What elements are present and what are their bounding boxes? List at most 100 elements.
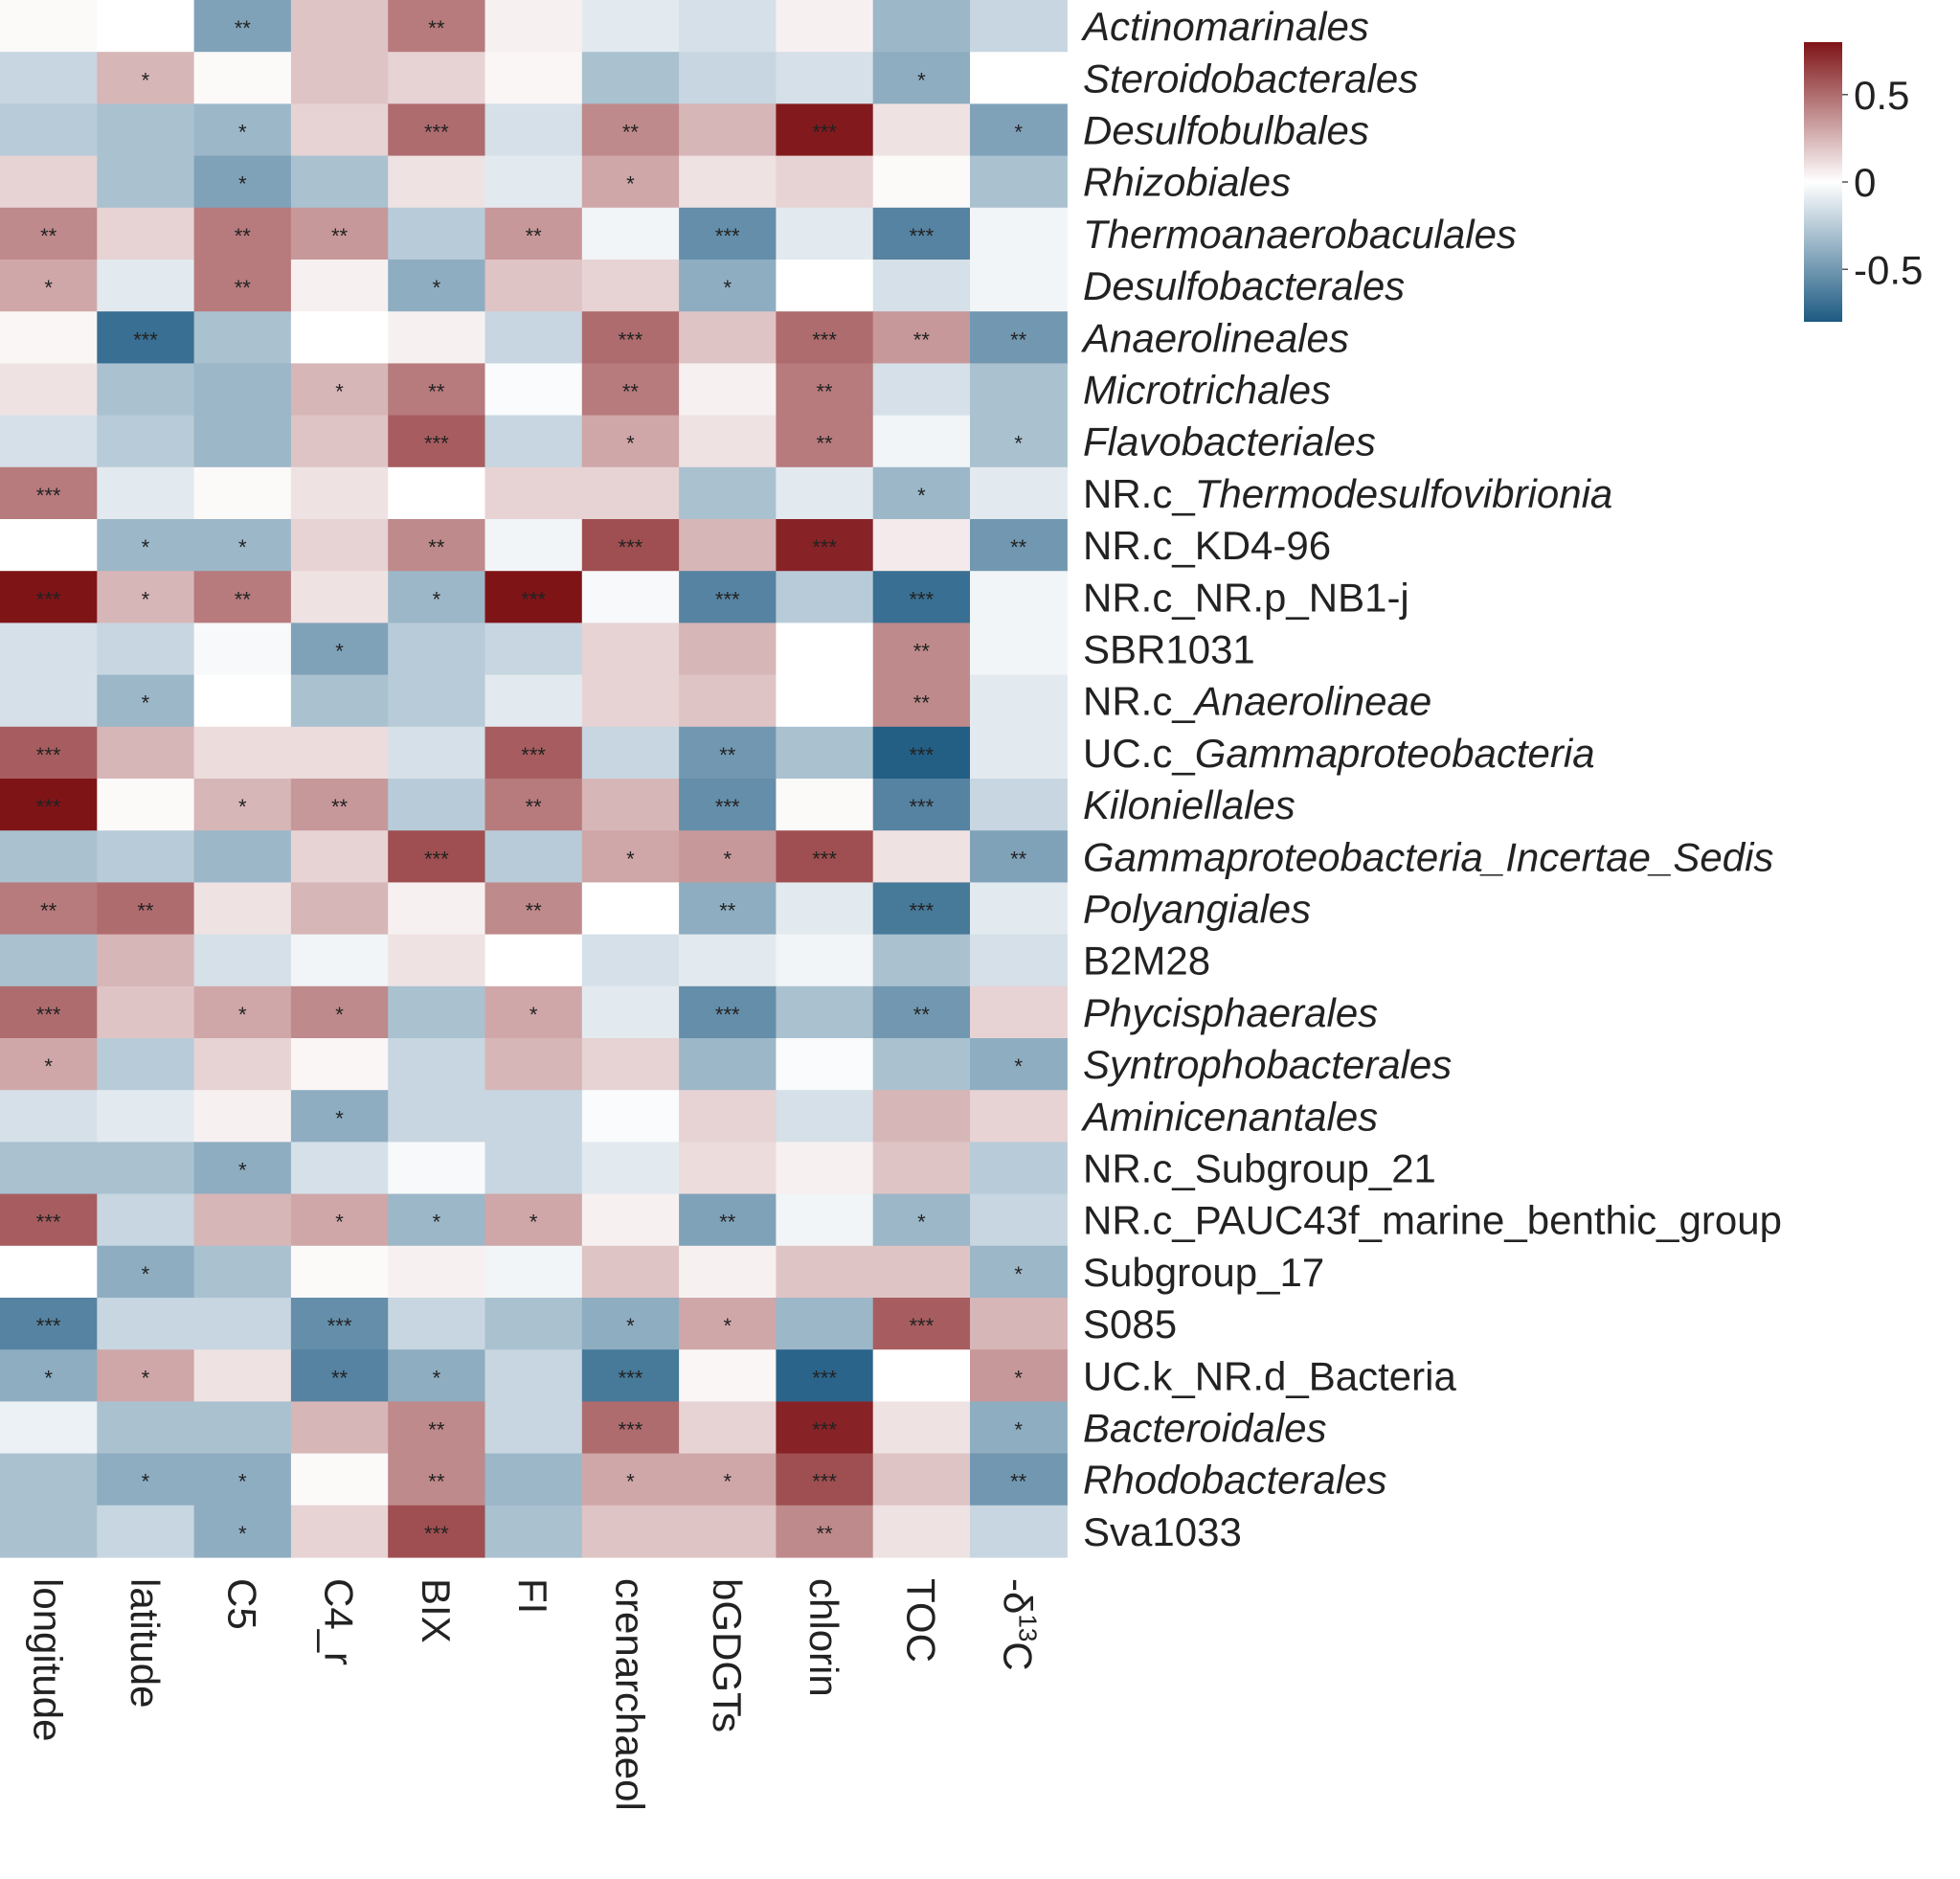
heatmap-cell bbox=[0, 1038, 98, 1091]
significance-mark: ** bbox=[235, 276, 252, 300]
heatmap-cell bbox=[581, 466, 680, 520]
column-label: C4_r bbox=[317, 1578, 362, 1665]
heatmap-cell bbox=[484, 52, 583, 104]
heatmap-cell bbox=[484, 311, 583, 364]
heatmap-cell bbox=[388, 1142, 486, 1195]
heatmap-cell bbox=[679, 934, 777, 987]
heatmap-cell bbox=[872, 1349, 971, 1402]
significance-mark: *** bbox=[619, 535, 643, 559]
heatmap-cell bbox=[290, 985, 389, 1039]
heatmap-cell bbox=[97, 519, 195, 572]
heatmap-cell bbox=[290, 207, 389, 260]
row-label-name: Sva1033 bbox=[1083, 1509, 1242, 1554]
heatmap-cell bbox=[970, 363, 1068, 417]
heatmap-cell bbox=[193, 415, 292, 468]
heatmap-cell bbox=[581, 1401, 680, 1455]
heatmap-cell bbox=[776, 1090, 874, 1143]
heatmap-cell bbox=[0, 1298, 98, 1350]
heatmap-cell bbox=[97, 207, 195, 260]
heatmap-cell bbox=[484, 1142, 583, 1195]
heatmap-cell bbox=[484, 0, 583, 53]
significance-mark: * bbox=[1014, 121, 1023, 145]
heatmap-cell bbox=[290, 1298, 389, 1350]
significance-mark: ** bbox=[1010, 847, 1027, 871]
heatmap-cell bbox=[484, 466, 583, 520]
heatmap-cell bbox=[679, 519, 777, 572]
column-label-main: FI bbox=[510, 1578, 555, 1614]
significance-mark: *** bbox=[36, 587, 61, 611]
heatmap-cell bbox=[872, 52, 971, 104]
heatmap-cell bbox=[970, 1453, 1068, 1506]
heatmap-cell bbox=[193, 311, 292, 364]
heatmap-cell bbox=[97, 934, 195, 987]
heatmap-cell bbox=[0, 985, 98, 1039]
significance-mark: *** bbox=[36, 795, 61, 819]
significance-mark: *** bbox=[521, 743, 546, 767]
row-label-name: Desulfobacterales bbox=[1083, 263, 1405, 308]
heatmap-cell bbox=[484, 155, 583, 209]
heatmap-cell bbox=[193, 1401, 292, 1455]
row-label: S085 bbox=[1083, 1302, 1177, 1347]
heatmap-cell bbox=[388, 1090, 486, 1143]
heatmap-cell bbox=[193, 1453, 292, 1506]
heatmap-cell bbox=[776, 207, 874, 260]
heatmap-cell bbox=[776, 1193, 874, 1247]
row-label-name: Kiloniellales bbox=[1083, 782, 1295, 827]
heatmap-cell bbox=[581, 726, 680, 780]
row-label-name: Rhodobacterales bbox=[1083, 1458, 1387, 1503]
heatmap-cell bbox=[193, 571, 292, 623]
heatmap-cell bbox=[97, 985, 195, 1039]
heatmap-cell bbox=[388, 1038, 486, 1091]
significance-mark: * bbox=[142, 1262, 150, 1286]
significance-mark: *** bbox=[812, 1418, 837, 1442]
heatmap-cell bbox=[388, 1193, 486, 1247]
significance-mark: *** bbox=[36, 1211, 61, 1234]
heatmap-cell bbox=[0, 674, 98, 728]
significance-mark: *** bbox=[812, 1470, 837, 1494]
significance-mark: ** bbox=[913, 691, 931, 715]
heatmap-cell bbox=[872, 311, 971, 364]
heatmap-cell bbox=[0, 1505, 98, 1558]
heatmap-cell bbox=[679, 674, 777, 728]
heatmap-cell bbox=[193, 260, 292, 312]
significance-mark: *** bbox=[910, 899, 935, 923]
significance-mark: *** bbox=[715, 587, 740, 611]
heatmap-cell bbox=[970, 311, 1068, 364]
row-label: UC.k_NR.d_Bacteria bbox=[1083, 1353, 1456, 1398]
heatmap-cell bbox=[290, 519, 389, 572]
heatmap-cell bbox=[0, 1401, 98, 1455]
heatmap-cell bbox=[388, 882, 486, 936]
heatmap-cell bbox=[290, 155, 389, 209]
heatmap-cell bbox=[0, 882, 98, 936]
heatmap-cell bbox=[290, 674, 389, 728]
significance-mark: * bbox=[723, 276, 732, 300]
heatmap-cell bbox=[679, 155, 777, 209]
significance-mark: * bbox=[335, 1106, 344, 1130]
heatmap-cell bbox=[0, 726, 98, 780]
significance-mark: * bbox=[44, 1054, 53, 1078]
heatmap-cell bbox=[484, 1090, 583, 1143]
significance-mark: * bbox=[723, 1470, 732, 1494]
significance-mark: *** bbox=[910, 743, 935, 767]
heatmap-cell bbox=[484, 674, 583, 728]
heatmap-cell bbox=[484, 985, 583, 1039]
heatmap-cell bbox=[776, 779, 874, 831]
heatmap-cell bbox=[484, 1038, 583, 1091]
heatmap-cell bbox=[0, 1349, 98, 1402]
heatmap-cell bbox=[776, 985, 874, 1039]
significance-mark: * bbox=[142, 68, 150, 92]
heatmap-cell bbox=[388, 985, 486, 1039]
row-label: Rhizobiales bbox=[1083, 160, 1291, 205]
significance-mark: ** bbox=[137, 899, 154, 923]
heatmap-cell bbox=[97, 1298, 195, 1350]
heatmap-cell bbox=[97, 674, 195, 728]
row-label: Phycisphaerales bbox=[1083, 990, 1378, 1035]
heatmap-cell bbox=[679, 1453, 777, 1506]
heatmap-cell bbox=[776, 1142, 874, 1195]
row-label: Syntrophobacterales bbox=[1083, 1042, 1452, 1087]
row-label: Subgroup_17 bbox=[1083, 1250, 1324, 1295]
heatmap-cell bbox=[484, 1453, 583, 1506]
heatmap-cell bbox=[290, 415, 389, 468]
heatmap-cell bbox=[290, 1142, 389, 1195]
